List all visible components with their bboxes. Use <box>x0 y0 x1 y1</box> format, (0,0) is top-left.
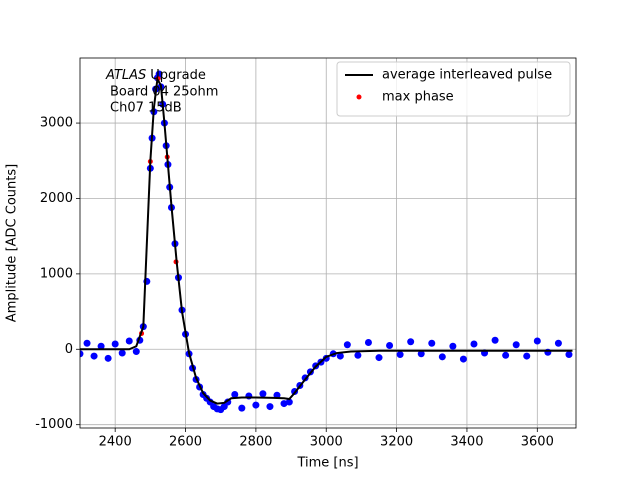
data-point <box>252 401 260 409</box>
data-point <box>266 403 274 411</box>
data-point <box>285 398 293 406</box>
y-tick-label: -1000 <box>35 417 73 432</box>
data-point <box>470 340 478 348</box>
data-point <box>280 400 288 408</box>
data-point <box>125 337 133 345</box>
annotation-experiment: ATLAS <box>105 68 146 83</box>
y-tick-label: 1000 <box>40 266 73 281</box>
legend-swatch <box>356 94 362 100</box>
data-point <box>155 70 163 78</box>
plot-area <box>80 70 573 414</box>
x-tick-label: 3000 <box>310 435 343 450</box>
x-tick-label: 2400 <box>99 435 132 450</box>
data-point <box>449 342 457 350</box>
data-point <box>132 348 140 356</box>
y-tick-label: 0 <box>65 342 73 357</box>
data-point <box>259 390 267 398</box>
axes-frame <box>79 57 577 429</box>
data-point <box>354 351 362 359</box>
data-point <box>512 341 520 349</box>
data-point <box>491 336 499 344</box>
x-tick-label: 3400 <box>450 435 483 450</box>
data-point <box>386 342 394 350</box>
data-point <box>502 351 510 359</box>
data-point <box>364 338 372 346</box>
data-point <box>375 354 383 362</box>
data-point <box>238 404 246 412</box>
y-tick-label: 2000 <box>40 191 73 206</box>
x-tick-label: 2600 <box>169 435 202 450</box>
data-point <box>438 353 446 361</box>
y-axis-label: Amplitude [ADC Counts] <box>5 164 20 322</box>
x-tick-label: 2800 <box>239 435 272 450</box>
x-tick-label: 3200 <box>380 435 413 450</box>
data-point <box>533 337 541 345</box>
data-point <box>343 341 351 349</box>
data-point <box>231 391 239 399</box>
data-point <box>97 342 105 350</box>
x-tick-label: 3600 <box>521 435 554 450</box>
data-point <box>554 339 562 347</box>
data-point <box>407 338 415 346</box>
legend-box <box>336 61 571 117</box>
annotation-line: Board 04 25ohm <box>110 85 218 100</box>
data-line <box>80 76 573 405</box>
annotation-line: Ch07 15dB <box>110 101 182 116</box>
data-point <box>523 352 531 360</box>
annotation-label: Upgrade <box>150 68 206 83</box>
data-point <box>118 349 126 357</box>
data-point <box>104 354 112 362</box>
x-axis-label: Time [ns] <box>296 456 358 471</box>
data-point <box>80 350 84 358</box>
data-point <box>83 339 91 347</box>
data-point <box>459 355 467 363</box>
y-tick-label: 3000 <box>40 116 73 131</box>
data-point <box>417 350 425 358</box>
data-point <box>396 351 404 359</box>
data-point <box>90 352 98 360</box>
legend-label: max phase <box>382 90 454 105</box>
annotation: ATLAS Upgrade <box>105 68 206 83</box>
data-point <box>111 340 119 348</box>
data-point <box>336 352 344 360</box>
data-point <box>428 339 436 347</box>
data-point <box>565 351 573 359</box>
legend-label: average interleaved pulse <box>382 68 552 83</box>
